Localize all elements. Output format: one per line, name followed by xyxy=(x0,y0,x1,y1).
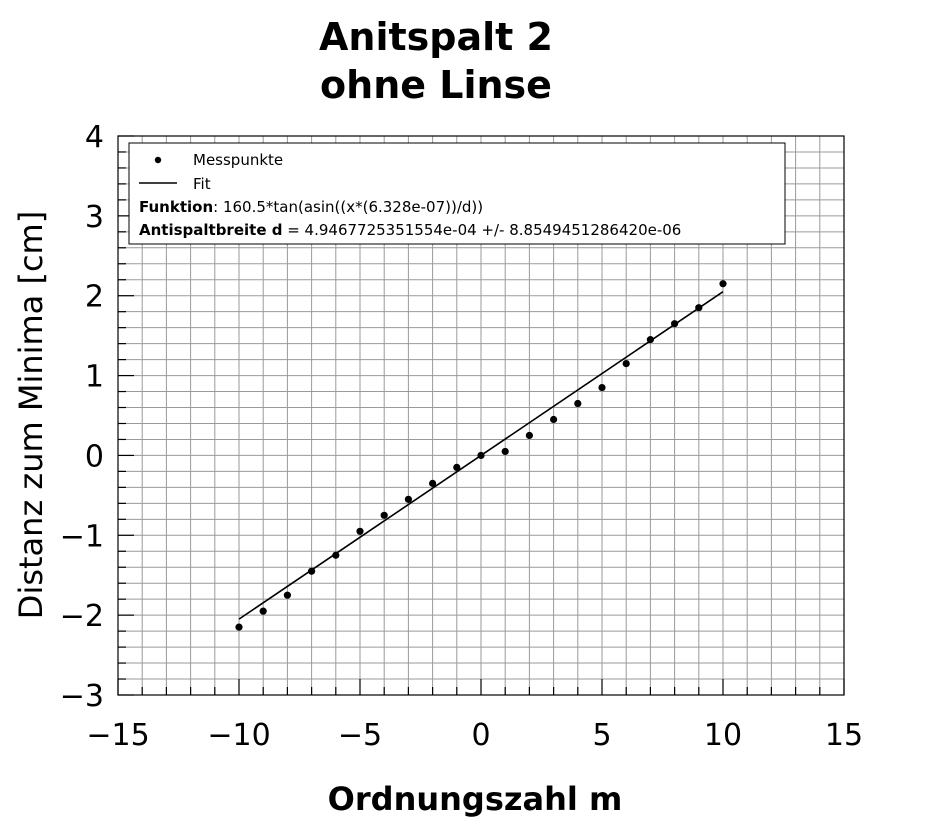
legend-function: Funktion: 160.5*tan(asin((x*(6.328e-07))… xyxy=(139,198,483,216)
data-point xyxy=(283,591,291,599)
x-tick-label: 15 xyxy=(825,718,863,753)
x-tick-label: −15 xyxy=(86,718,149,753)
legend-function-label: Funktion xyxy=(139,198,213,216)
y-tick-label: −2 xyxy=(60,599,104,634)
y-tick-labels: −3 −2 −1 0 1 2 3 4 xyxy=(60,120,104,714)
y-tick-label: 0 xyxy=(85,439,104,474)
data-point xyxy=(622,359,630,368)
legend-result-value: = 4.9467725351554e-04 +/- 8.854945128642… xyxy=(282,221,681,239)
chart-title-line-2: ohne Linse xyxy=(320,63,552,107)
data-point xyxy=(404,495,412,503)
x-tick-label: 0 xyxy=(471,718,490,753)
legend-result: Antispaltbreite d = 4.9467725351554e-04 … xyxy=(139,221,681,239)
data-point xyxy=(646,336,655,344)
data-point xyxy=(380,511,388,519)
data-point xyxy=(598,383,606,392)
x-tick-label: 5 xyxy=(592,718,611,753)
data-point xyxy=(574,399,582,408)
legend-function-value: : 160.5*tan(asin((x*(6.328e-07))/d)) xyxy=(213,198,483,216)
data-point xyxy=(259,607,267,615)
data-point xyxy=(525,431,534,440)
y-tick-label: −3 xyxy=(60,679,104,714)
axis-ticks xyxy=(117,135,845,696)
legend-entry-messpunkte: Messpunkte xyxy=(193,151,283,169)
y-tick-label: 1 xyxy=(85,360,104,395)
y-tick-label: 2 xyxy=(85,280,104,315)
legend: Messpunkte Fit Funktion: 160.5*tan(asin(… xyxy=(128,142,786,245)
x-tick-label: 10 xyxy=(704,718,742,753)
data-point xyxy=(501,447,509,456)
legend-result-label: Antispaltbreite d xyxy=(139,221,282,239)
data-point xyxy=(235,623,243,631)
data-point xyxy=(332,551,340,559)
data-point xyxy=(477,451,485,460)
data-point xyxy=(550,415,558,424)
x-tick-label: −10 xyxy=(207,718,270,753)
x-tick-labels: −15 −10 −5 0 5 10 15 xyxy=(86,718,863,753)
data-point xyxy=(671,320,679,328)
data-point xyxy=(695,304,703,312)
y-tick-label: 4 xyxy=(85,120,104,155)
legend-entry-fit: Fit xyxy=(193,175,211,193)
x-axis-label: Ordnungszahl m xyxy=(328,780,623,818)
y-axis-label: Distanz zum Minima [cm] xyxy=(12,211,50,619)
data-point xyxy=(308,567,316,575)
legend-marker-messpunkte xyxy=(154,156,162,164)
data-point xyxy=(719,280,727,288)
y-tick-label: −1 xyxy=(60,519,104,554)
y-tick-label: 3 xyxy=(85,200,104,235)
data-point xyxy=(453,463,461,472)
legend-box xyxy=(128,142,786,245)
chart-title-line-1: Anitspalt 2 xyxy=(319,15,553,59)
series-layer xyxy=(235,280,727,631)
x-tick-label: −5 xyxy=(338,718,382,753)
data-point xyxy=(429,479,437,487)
data-point xyxy=(356,527,364,535)
